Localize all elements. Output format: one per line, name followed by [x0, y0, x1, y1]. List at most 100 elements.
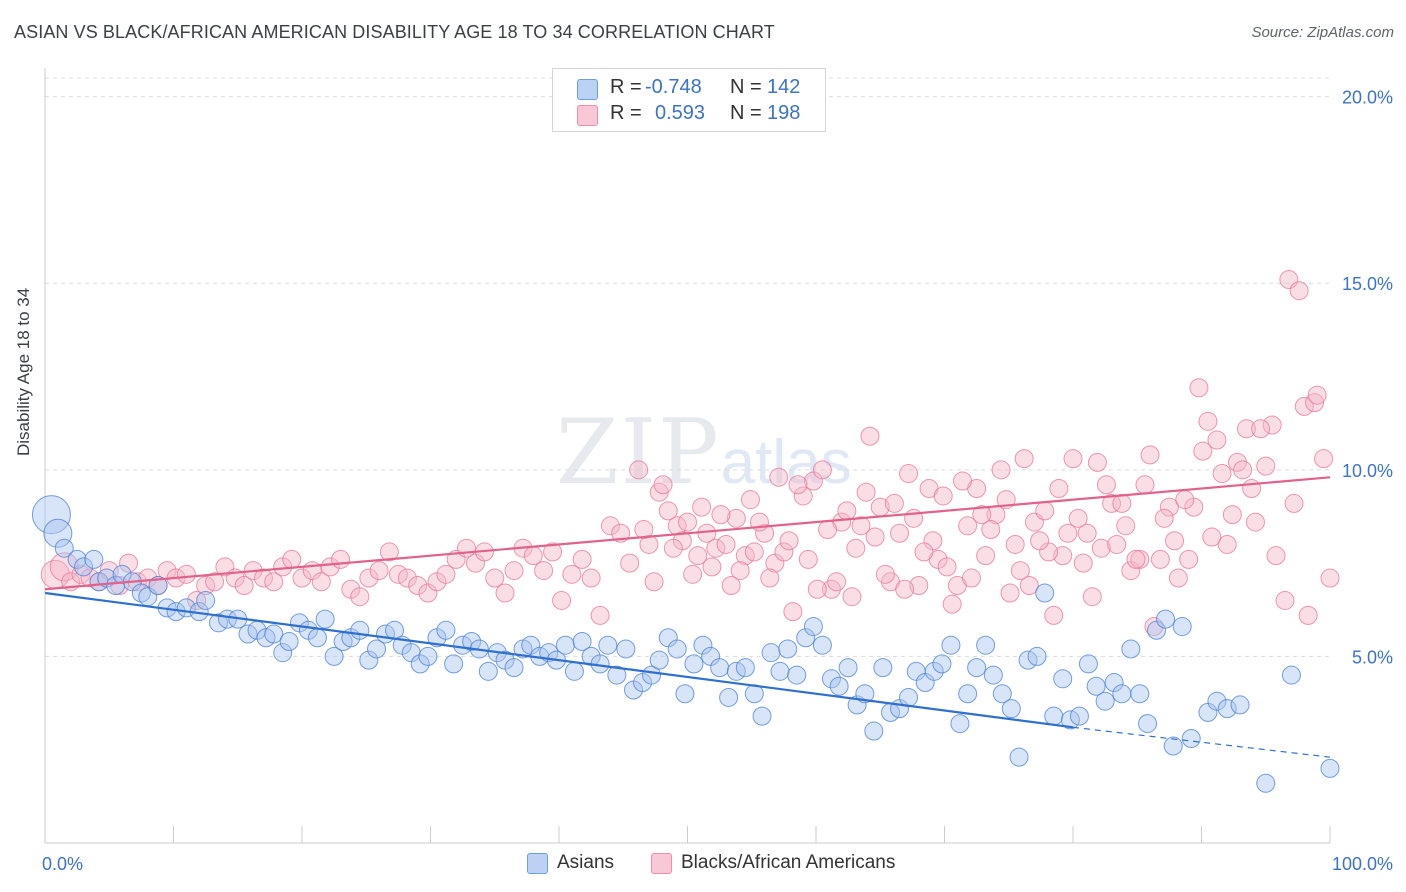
black-point [1044, 605, 1064, 625]
asian-point [1281, 665, 1301, 685]
asian-point [367, 639, 387, 659]
asian-point [752, 706, 772, 726]
black-point [875, 564, 895, 584]
black-point [1063, 449, 1083, 469]
y-tick-label: 20.0% [1342, 88, 1393, 108]
black-point [119, 553, 139, 573]
black-point [1175, 490, 1195, 510]
black-point [812, 460, 832, 480]
watermark-zip: ZIP [556, 400, 721, 505]
black-point [264, 572, 284, 592]
asian-point [410, 654, 430, 674]
black-point [726, 508, 746, 528]
black-point [1049, 478, 1069, 498]
black-point [706, 538, 726, 558]
black-point [1179, 549, 1199, 569]
black-point [359, 568, 379, 588]
black-point [1242, 478, 1262, 498]
asian-point [564, 661, 584, 681]
black-point [798, 549, 818, 569]
asian-point [829, 676, 849, 696]
black-point [234, 576, 254, 596]
black-point [292, 568, 312, 588]
black-point [976, 546, 996, 566]
asian-point [735, 658, 755, 678]
asian-point [350, 620, 370, 640]
black-point [562, 564, 582, 584]
legend-label-blacks: Blacks/African Americans [681, 852, 896, 873]
y-tick-label: 15.0% [1342, 274, 1393, 294]
asian-point [803, 617, 823, 637]
asian-point [279, 631, 299, 651]
asian-point [770, 661, 790, 681]
black-point [1058, 523, 1078, 543]
asian-point [444, 654, 464, 674]
black-point [692, 497, 712, 517]
black-point [972, 505, 992, 525]
black-point [884, 493, 904, 513]
asian-point [1156, 609, 1176, 629]
black-point [730, 561, 750, 581]
black-point [504, 561, 524, 581]
black-point [909, 576, 929, 596]
black-point [1035, 501, 1055, 521]
asian-point [1001, 699, 1021, 719]
black-point [620, 553, 640, 573]
asian-point [899, 687, 919, 707]
y-tick-label: 5.0% [1352, 647, 1393, 667]
asian-point [1095, 691, 1115, 711]
black-point [842, 587, 862, 607]
x-tick-label: 0.0% [42, 854, 83, 874]
asian-point [1104, 673, 1124, 693]
black-point [1126, 549, 1146, 569]
black-point [774, 542, 794, 562]
black-point [1217, 534, 1237, 554]
asian-point [324, 646, 344, 666]
black-point [1154, 508, 1174, 528]
black-point [49, 552, 79, 582]
black-point [1207, 430, 1227, 450]
black-point [991, 460, 1011, 480]
correlation-legend: R = -0.748 N = 142 R = 0.593 N = 198 [552, 68, 826, 132]
black-point [590, 605, 610, 625]
black-point [205, 572, 225, 592]
black-point [860, 426, 880, 446]
black-point [176, 564, 196, 584]
asian-point [264, 624, 284, 644]
asian-trend-extension [1072, 726, 1331, 758]
black-point [1091, 538, 1111, 558]
asian-point [1207, 691, 1227, 711]
black-point [1222, 505, 1242, 525]
asian-point [1053, 669, 1073, 689]
legend-n-label: N = [730, 76, 762, 98]
black-point [1168, 568, 1188, 588]
legend-n-value: 198 [767, 102, 801, 124]
asian-point [778, 639, 798, 659]
black-point [1305, 393, 1325, 413]
black-point [282, 549, 302, 569]
black-point [683, 564, 703, 584]
legend-n-value: 142 [767, 76, 801, 98]
black-point [369, 561, 389, 581]
asian-point [864, 721, 884, 741]
black-point [1116, 516, 1136, 536]
black-point [1030, 531, 1050, 551]
asian-point [436, 620, 456, 640]
black-point [740, 490, 760, 510]
black-point [523, 546, 543, 566]
black-point [899, 464, 919, 484]
black-point [1284, 493, 1304, 513]
asian-point [1320, 758, 1340, 778]
black-point [1000, 583, 1020, 603]
asian-point [693, 635, 713, 655]
black-point [253, 568, 273, 588]
black-point [702, 557, 722, 577]
black-point [1233, 460, 1253, 480]
asian-point [1069, 706, 1089, 726]
legend-r-value: -0.748 [645, 76, 702, 98]
black-point [653, 475, 673, 495]
black-point [1010, 561, 1030, 581]
asian-point [1217, 699, 1237, 719]
black-point [1096, 475, 1116, 495]
